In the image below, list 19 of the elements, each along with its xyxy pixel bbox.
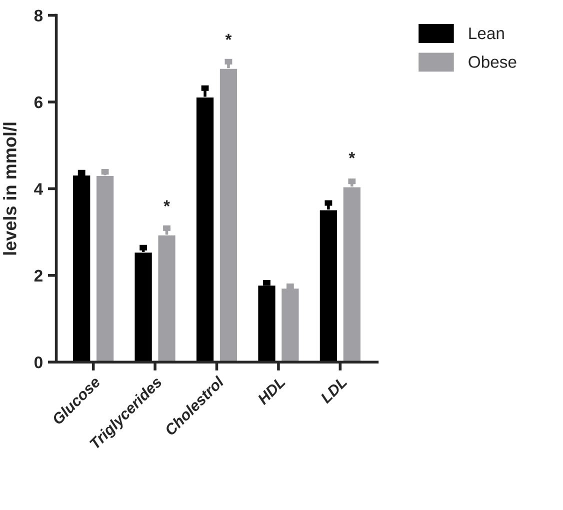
annotation: *	[225, 34, 232, 40]
bar	[72, 174, 92, 362]
annotation: *	[164, 200, 170, 206]
annotation: *	[348, 152, 356, 158]
bar	[280, 287, 300, 362]
bar	[256, 284, 277, 362]
bar	[218, 67, 238, 362]
y-tick-label: 0	[34, 356, 42, 368]
bar	[342, 186, 362, 362]
bar	[318, 208, 338, 362]
legend-label: Lean	[469, 28, 504, 40]
y-tick-label: 4	[34, 183, 44, 195]
y-tick-label: 6	[34, 96, 43, 108]
x-tick-label: LDL	[320, 376, 348, 404]
legend-label: Obese	[468, 56, 516, 68]
y-tick-label: 2	[34, 270, 42, 282]
y-tick-label: 8	[34, 10, 43, 22]
y-axis-title: levels in mmol/l	[3, 122, 17, 255]
bar	[156, 234, 177, 362]
